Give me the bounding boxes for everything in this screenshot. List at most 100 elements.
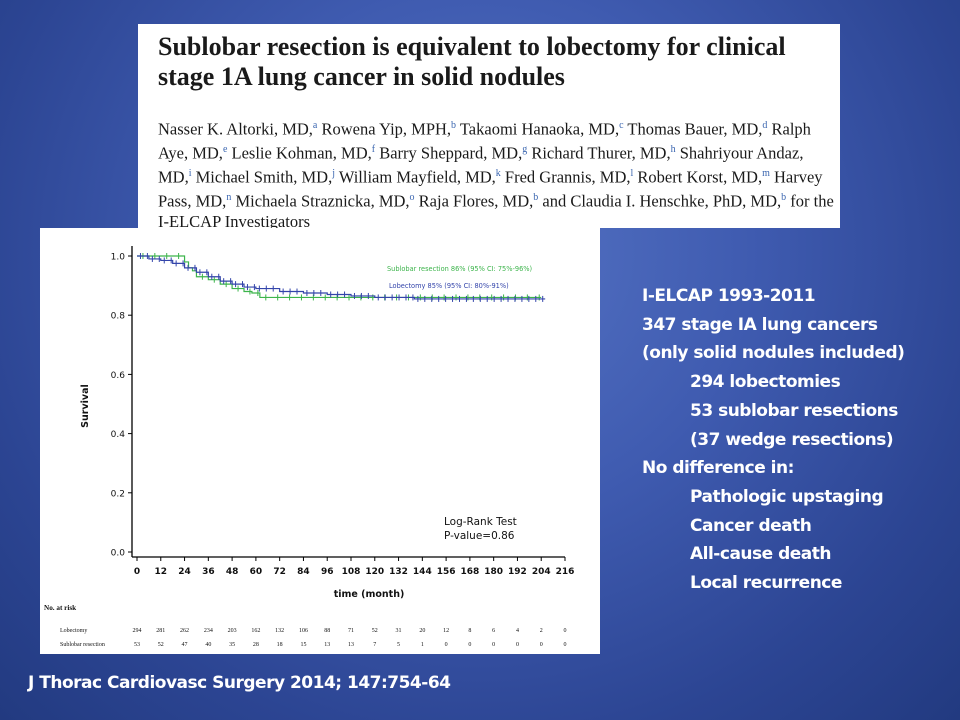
x-tick-label: 0 bbox=[134, 567, 140, 577]
x-axis-label: time (month) bbox=[334, 589, 405, 600]
survival-chart-svg: 0.00.20.40.60.81.00 12 24 36 48 60 72 84 96 108 12… bbox=[44, 246, 574, 648]
risk-table-cell: 203 bbox=[228, 628, 237, 634]
x-tick-label: 24 bbox=[178, 567, 191, 577]
x-tick-label: 144 bbox=[413, 567, 432, 577]
risk-table-cell: 0 bbox=[445, 642, 448, 648]
paper-header: Sublobar resection is equivalent to lobe… bbox=[138, 24, 840, 231]
y-axis-label: Survival bbox=[80, 384, 91, 428]
x-tick-label: 60 bbox=[250, 567, 263, 577]
legend-label: Lobectomy 85% (95% CI: 80%-91%) bbox=[389, 282, 509, 290]
author-affiliation-mark: f bbox=[371, 144, 376, 155]
risk-table-cell: 52 bbox=[158, 642, 164, 648]
risk-table-cell: 12 bbox=[443, 628, 449, 634]
risk-table-cell: 40 bbox=[205, 642, 211, 648]
summary-line: (only solid nodules included) bbox=[642, 343, 905, 364]
author-name: and Claudia I. Henschke, PhD, MD, bbox=[542, 191, 782, 211]
summary-line: I-ELCAP 1993-2011 bbox=[642, 286, 816, 306]
risk-table-row-label: Lobectomy bbox=[60, 628, 87, 634]
x-tick-label: 84 bbox=[297, 567, 310, 577]
risk-table-cell: 8 bbox=[468, 628, 471, 634]
logrank-annotation: Log-Rank Test bbox=[444, 516, 517, 528]
author-affiliation-mark: h bbox=[670, 144, 676, 155]
risk-table-cell: 0 bbox=[540, 642, 543, 648]
summary-line: Local recurrence bbox=[690, 573, 842, 594]
author-affiliation-mark: b bbox=[451, 120, 457, 131]
risk-table-cell: 53 bbox=[134, 642, 140, 648]
author-affiliation-mark: c bbox=[619, 120, 624, 131]
risk-table-cell: 162 bbox=[251, 628, 260, 634]
risk-table-cell: 20 bbox=[419, 628, 425, 634]
risk-table-cell: 0 bbox=[492, 642, 495, 648]
risk-table-cell: 88 bbox=[324, 628, 330, 634]
risk-table-cell: 7 bbox=[373, 642, 376, 648]
x-tick-label: 108 bbox=[342, 567, 361, 577]
summary-line: Pathologic upstaging bbox=[690, 486, 884, 507]
risk-table-cell: 0 bbox=[564, 628, 567, 634]
author-name: Takaomi Hanaoka, MD, bbox=[459, 119, 620, 139]
author-name: Shahriyour Andaz, MD, bbox=[158, 143, 804, 187]
risk-table-cell: 0 bbox=[516, 642, 519, 648]
y-tick-label: 0.4 bbox=[111, 430, 126, 440]
x-tick-label: 96 bbox=[321, 567, 334, 577]
y-tick-label: 0.8 bbox=[111, 312, 126, 322]
x-tick-label: 156 bbox=[437, 567, 456, 577]
author-affiliation-mark: l bbox=[630, 168, 634, 179]
author-affiliation-mark: n bbox=[226, 192, 232, 203]
risk-table-cell: 18 bbox=[277, 642, 283, 648]
paper-title: Sublobar resection is equivalent to lobe… bbox=[158, 32, 786, 91]
author-affiliation-mark: e bbox=[222, 144, 228, 155]
author-name: Michaela Straznicka, MD, bbox=[235, 191, 410, 211]
risk-table-cell: 294 bbox=[133, 628, 142, 634]
author-name: Ralph Aye, MD, bbox=[158, 119, 811, 163]
author-name: Rowena Yip, MPH, bbox=[321, 119, 452, 139]
summary-line: No difference in: bbox=[642, 458, 794, 479]
author-affiliation-mark: j bbox=[332, 168, 335, 179]
summary-line: 294 lobectomies bbox=[690, 372, 841, 393]
author-name: Barry Sheppard, MD, bbox=[379, 143, 523, 163]
risk-table-cell: 262 bbox=[180, 628, 189, 634]
risk-table-cell: 13 bbox=[324, 642, 330, 648]
author-name: William Mayfield, MD, bbox=[338, 167, 496, 187]
x-tick-label: 180 bbox=[484, 567, 503, 577]
risk-table-cell: 31 bbox=[396, 628, 402, 634]
citation: J Thorac Cardiovasc Surgery 2014; 147:75… bbox=[28, 673, 451, 693]
author-name: Thomas Bauer, MD, bbox=[627, 119, 763, 139]
risk-table-cell: 52 bbox=[372, 628, 378, 634]
risk-table-cell: 4 bbox=[516, 628, 519, 634]
x-tick-label: 204 bbox=[532, 567, 551, 577]
author-name: Nasser K. Altorki, MD, bbox=[158, 119, 313, 139]
x-tick-label: 192 bbox=[508, 567, 527, 577]
risk-table-cell: 47 bbox=[182, 642, 188, 648]
x-tick-label: 120 bbox=[365, 567, 384, 577]
risk-table-cell: 1 bbox=[421, 642, 424, 648]
author-affiliation-mark: k bbox=[495, 168, 501, 179]
author-affiliation-mark: d bbox=[762, 120, 768, 131]
series-line bbox=[137, 255, 546, 300]
author-affiliation-mark: g bbox=[522, 144, 528, 155]
x-tick-label: 132 bbox=[389, 567, 408, 577]
risk-table-cell: 71 bbox=[348, 628, 354, 634]
risk-table-cell: 13 bbox=[348, 642, 354, 648]
author-name: Robert Korst, MD, bbox=[637, 167, 763, 187]
author-name: for the I-ELCAP Investigators bbox=[158, 191, 834, 232]
author-affiliation-mark: b bbox=[781, 192, 787, 203]
summary-line: All-cause death bbox=[690, 544, 831, 565]
summary-line: (37 wedge resections) bbox=[690, 429, 894, 450]
risk-table-cell: 0 bbox=[468, 642, 471, 648]
x-tick-label: 36 bbox=[202, 567, 215, 577]
x-tick-label: 12 bbox=[155, 567, 168, 577]
risk-table-cell: 28 bbox=[253, 642, 259, 648]
author-name: Michael Smith, MD, bbox=[195, 167, 333, 187]
risk-table-cell: 281 bbox=[156, 628, 165, 634]
summary-line: Cancer death bbox=[690, 515, 812, 536]
survival-chart: 0.0 0.2 0.4 0.6 0.8 1.0 0 12 24 36 48 60 72 84 96 108 12… bbox=[40, 228, 600, 654]
summary-text: I-ELCAP 1993-2011 347 stage IA lung cance… bbox=[642, 282, 942, 598]
x-tick-label: 48 bbox=[226, 567, 239, 577]
risk-table-cell: 15 bbox=[300, 642, 306, 648]
x-tick-label: 72 bbox=[273, 567, 286, 577]
y-tick-label: 0.2 bbox=[111, 489, 125, 499]
author-name: Harvey Pass, MD, bbox=[158, 167, 823, 211]
author-name: Richard Thurer, MD, bbox=[531, 143, 671, 163]
author-affiliation-mark: i bbox=[188, 168, 192, 179]
author-affiliation-mark: m bbox=[762, 168, 770, 179]
